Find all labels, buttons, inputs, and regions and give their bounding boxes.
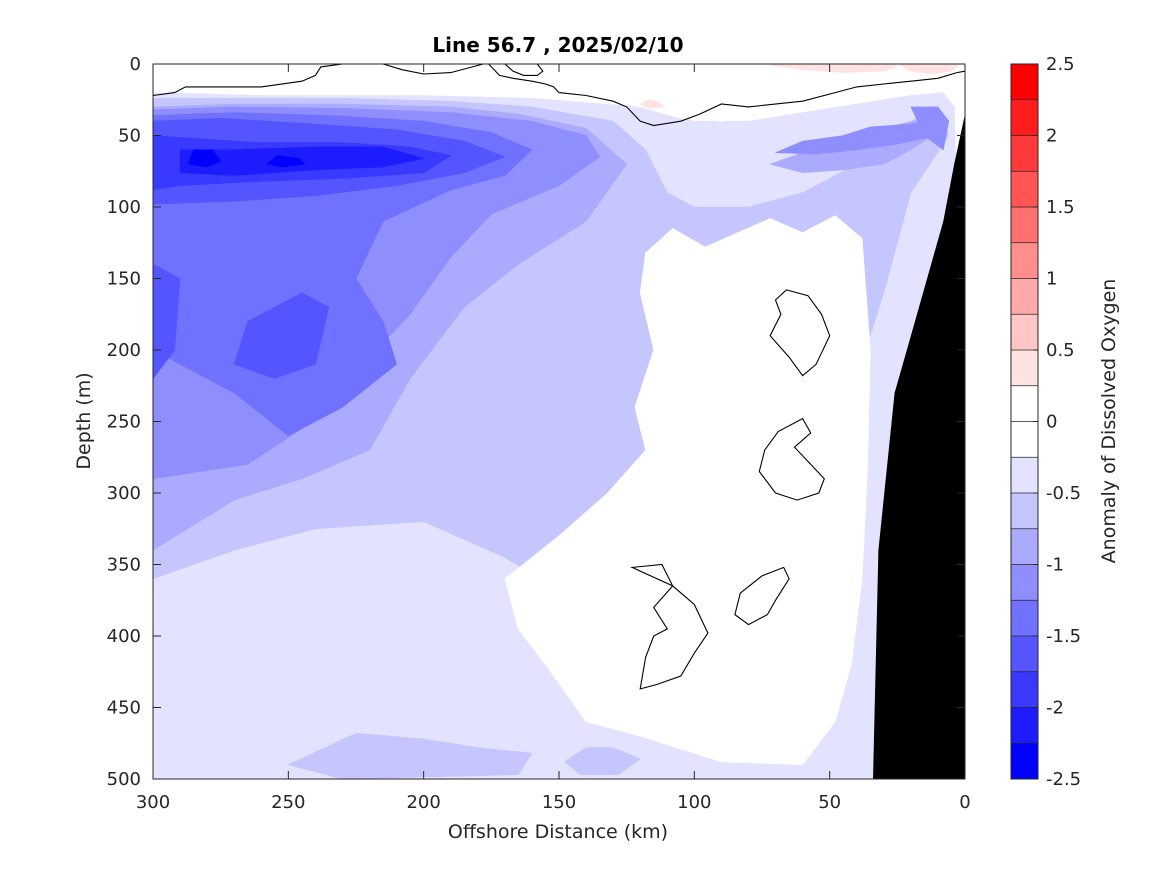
colorbar-tick-label: -1 xyxy=(1046,555,1064,576)
colorbar-swatch-4 xyxy=(1011,600,1038,636)
colorbar-tick-label: 2 xyxy=(1046,126,1057,147)
contour-region-12 xyxy=(233,292,330,379)
zero-contour-3 xyxy=(504,64,544,76)
colorbar-tick-label: 0 xyxy=(1046,412,1057,433)
zero-contour-lines xyxy=(153,64,965,690)
contour-region-18 xyxy=(153,64,965,122)
colorbar-swatch-2 xyxy=(1011,671,1038,708)
colorbar-swatch-6 xyxy=(1011,528,1038,565)
contour-region-20 xyxy=(897,64,961,75)
x-tick-label: 300 xyxy=(136,792,170,813)
colorbar-tick-label: 1 xyxy=(1046,269,1057,290)
x-tick-label: 100 xyxy=(677,792,711,813)
seafloor-polygon xyxy=(873,114,965,779)
colorbar-tick-label: -1.5 xyxy=(1046,626,1081,647)
colorbar-swatch-1 xyxy=(1011,707,1038,744)
zero-contour-7 xyxy=(734,566,790,626)
x-axis: 300 250 200 150 100 50 0 xyxy=(136,64,971,813)
y-axis: 0 50 100 150 200 250 300 350 400 450 500 xyxy=(107,54,965,790)
y-tick-label: 250 xyxy=(107,412,141,433)
colorbar-swatch-19 xyxy=(1011,64,1038,100)
y-tick-label: 400 xyxy=(107,626,141,647)
colorbar: 2.5 2 1.5 1 0.5 0 -0.5 -1 -1.5 -2 -2.5 xyxy=(1010,54,1081,790)
colorbar-tick-label: 1.5 xyxy=(1046,197,1075,218)
colorbar-swatch-11 xyxy=(1011,350,1038,386)
colorbar-swatch-5 xyxy=(1011,564,1038,601)
contour-region-8 xyxy=(910,106,950,151)
colorbar-tick-label: -2 xyxy=(1046,698,1064,719)
contour-region-21 xyxy=(639,99,666,109)
x-tick-label: 250 xyxy=(271,792,305,813)
y-axis-label: Depth (m) xyxy=(73,372,95,469)
contour-fields xyxy=(153,64,965,779)
colorbar-tick-label: -2.5 xyxy=(1046,769,1081,790)
y-tick-label: 500 xyxy=(107,769,141,790)
colorbar-swatch-12 xyxy=(1011,314,1038,350)
colorbar-tick-label: -0.5 xyxy=(1046,483,1081,504)
zero-contour-5 xyxy=(758,417,825,501)
colorbar-label: Anomaly of Dissolved Oxygen xyxy=(1098,279,1120,564)
y-tick-label: 300 xyxy=(107,483,141,504)
colorbar-tick-label: 2.5 xyxy=(1046,54,1075,75)
colorbar-swatch-10 xyxy=(1011,385,1038,422)
chart-title: Line 56.7 , 2025/02/10 xyxy=(432,33,683,57)
x-tick-label: 200 xyxy=(406,792,440,813)
colorbar-swatch-13 xyxy=(1011,278,1038,315)
contour-region-2 xyxy=(287,732,533,779)
colorbar-swatch-7 xyxy=(1011,493,1038,529)
y-tick-label: 350 xyxy=(107,555,141,576)
colorbar-swatch-17 xyxy=(1011,135,1038,172)
y-tick-label: 150 xyxy=(107,269,141,290)
x-tick-label: 150 xyxy=(542,792,576,813)
contour-region-15 xyxy=(187,149,222,168)
zero-contour-6 xyxy=(630,563,709,690)
y-tick-label: 450 xyxy=(107,698,141,719)
colorbar-swatch-9 xyxy=(1011,421,1038,458)
colorbar-tick-label: 0.5 xyxy=(1046,340,1075,361)
zero-contour-2 xyxy=(488,64,965,127)
x-axis-label: Offshore Distance (km) xyxy=(448,821,668,843)
y-tick-label: 50 xyxy=(118,126,141,147)
seafloor-mask xyxy=(873,114,965,779)
contour-region-17 xyxy=(504,215,871,766)
colorbar-swatch-8 xyxy=(1011,457,1038,493)
colorbar-swatch-15 xyxy=(1011,207,1038,243)
zero-contour-0 xyxy=(153,64,343,97)
colorbar-swatch-3 xyxy=(1011,636,1038,672)
colorbar-swatch-18 xyxy=(1011,99,1038,136)
zero-contour-4 xyxy=(769,289,831,377)
x-tick-label: 0 xyxy=(959,792,970,813)
colorbar-swatch-16 xyxy=(1011,171,1038,207)
zero-contour-1 xyxy=(356,64,484,75)
y-tick-label: 0 xyxy=(130,54,141,75)
contour-region-16 xyxy=(265,155,306,168)
contour-region-3 xyxy=(563,747,641,776)
y-tick-label: 100 xyxy=(107,197,141,218)
colorbar-swatch-14 xyxy=(1011,242,1038,279)
x-tick-label: 50 xyxy=(818,792,841,813)
y-tick-label: 200 xyxy=(107,340,141,361)
colorbar-swatch-0 xyxy=(1011,743,1038,779)
